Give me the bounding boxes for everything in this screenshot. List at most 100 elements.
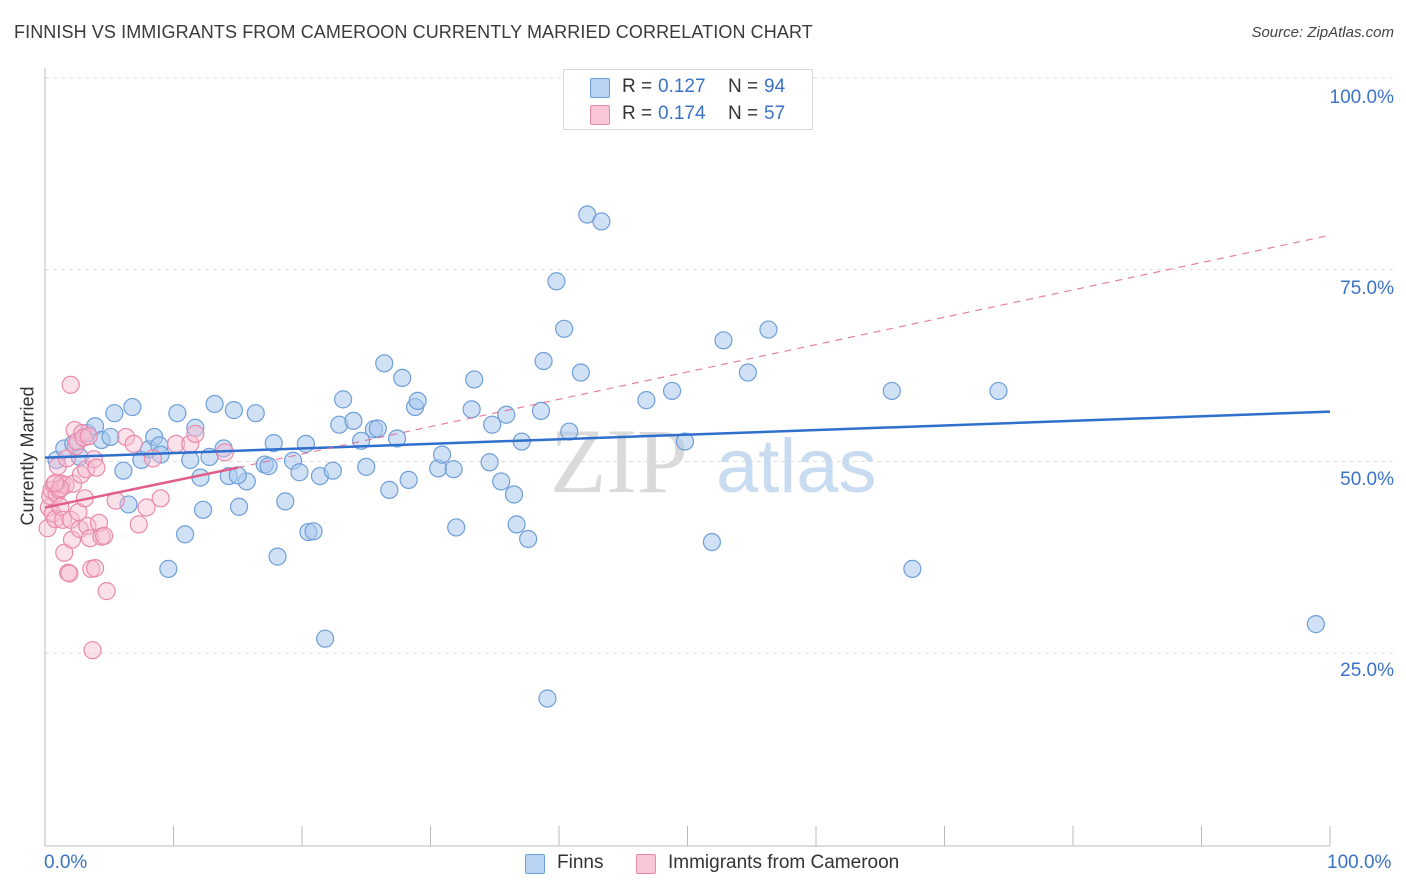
- finns-point: [246, 404, 265, 423]
- finns-swatch: [525, 854, 545, 874]
- finns-point: [447, 518, 466, 537]
- legend-r-label: R =: [622, 103, 653, 124]
- finns-point: [432, 445, 452, 464]
- finns-point: [168, 404, 187, 423]
- finns-point: [497, 405, 516, 424]
- cameroon-point: [61, 375, 80, 394]
- source-label: Source: ZipAtlas.com: [1251, 24, 1394, 41]
- finns-point: [408, 391, 427, 411]
- finns-point: [229, 497, 249, 516]
- cameroon-point: [80, 529, 100, 548]
- finns-point: [538, 689, 557, 708]
- cameroon-point: [51, 479, 70, 498]
- legend-n-label: N =: [728, 76, 759, 97]
- finns-point: [224, 401, 243, 420]
- finns-point: [592, 212, 611, 231]
- finns-point: [444, 460, 463, 479]
- finns-point: [123, 397, 142, 417]
- cameroon-point: [59, 563, 78, 582]
- finns-point: [759, 320, 778, 339]
- cameroon-point: [116, 427, 136, 447]
- legend-n-value: 94: [764, 76, 786, 97]
- trend-lines: [44, 234, 1331, 509]
- finns-point: [334, 390, 353, 409]
- legend-n-label: N =: [728, 103, 759, 124]
- finns-point: [519, 529, 538, 549]
- finns-point: [504, 485, 524, 504]
- finns-point: [903, 559, 922, 578]
- cameroon-point: [129, 515, 148, 534]
- cameroon-point: [151, 489, 170, 508]
- y-tick-100: 100.0%: [1329, 87, 1394, 108]
- y-tick-25: 25.0%: [1340, 660, 1394, 681]
- x-tick-max: 100.0%: [1327, 852, 1392, 873]
- finns-point: [480, 453, 499, 472]
- watermark: ZIP atlas: [550, 410, 877, 512]
- correlation-legend: R = 0.127 N = 94 R = 0.174 N = 57: [563, 69, 813, 130]
- cameroon-point: [53, 510, 73, 529]
- chart-title: FINNISH VS IMMIGRANTS FROM CAMEROON CURR…: [14, 22, 813, 42]
- finns-point: [507, 515, 526, 534]
- finns-point: [316, 629, 335, 648]
- cameroon-point: [71, 465, 91, 484]
- cameroon-point: [60, 564, 79, 583]
- finns-point: [186, 418, 205, 437]
- finns-point: [1306, 615, 1325, 634]
- y-axis-label: Currently Married: [17, 386, 38, 526]
- finns-point: [675, 432, 695, 451]
- cameroon-point: [95, 526, 114, 545]
- legend-r-value: 0.127: [658, 76, 706, 97]
- y-tick-75: 75.0%: [1340, 278, 1394, 299]
- finns-trend-line: [44, 410, 1331, 459]
- gridlines: [45, 77, 1393, 654]
- finns-point: [531, 401, 551, 420]
- finns-point: [296, 434, 315, 453]
- finns-point: [357, 457, 376, 476]
- cameroon-point: [97, 582, 116, 601]
- cameroon-point: [186, 424, 205, 443]
- cameroon-point: [83, 641, 102, 660]
- finns-point: [114, 461, 133, 480]
- finns-point: [268, 547, 287, 566]
- finns-point: [344, 411, 363, 430]
- finns-point: [462, 400, 481, 419]
- finns-point: [276, 492, 295, 511]
- legend-r-value: 0.174: [658, 103, 706, 124]
- finns-point: [662, 381, 682, 401]
- finns-point: [399, 470, 418, 490]
- finns-point: [571, 363, 590, 382]
- legend-r-label: R =: [622, 76, 653, 97]
- cameroon-point: [46, 473, 65, 493]
- finns-point: [465, 370, 484, 389]
- cameroon-point: [79, 427, 98, 446]
- cameroon-swatch: [636, 854, 656, 874]
- finns-point: [228, 466, 247, 485]
- finns-swatch: [590, 78, 610, 98]
- cameroon-point: [137, 498, 156, 517]
- finns-point: [989, 381, 1008, 401]
- x-tick-min: 0.0%: [44, 852, 88, 873]
- finns-point: [105, 404, 124, 423]
- finns-point: [534, 351, 553, 371]
- finns-point: [492, 472, 511, 491]
- finns-point: [483, 415, 502, 434]
- finns-point: [193, 500, 213, 519]
- finns-point: [159, 559, 178, 578]
- finns-series: [47, 205, 1325, 708]
- bottom-legend-cameroon-label: Immigrants from Cameroon: [668, 852, 900, 873]
- finns-point: [555, 319, 574, 338]
- finns-point: [702, 532, 722, 552]
- finns-point: [393, 368, 412, 387]
- finns-point: [547, 272, 566, 291]
- finns-point: [380, 480, 399, 499]
- finns-point: [637, 391, 656, 410]
- finns-point: [304, 522, 323, 541]
- legend-n-value: 57: [764, 103, 786, 124]
- cameroon-swatch: [590, 105, 610, 125]
- cameroon-trend-line: [44, 466, 239, 509]
- finns-point: [264, 433, 283, 453]
- watermark-atlas: atlas: [716, 424, 877, 509]
- cameroon-point: [87, 458, 106, 477]
- cameroon-point: [86, 559, 105, 578]
